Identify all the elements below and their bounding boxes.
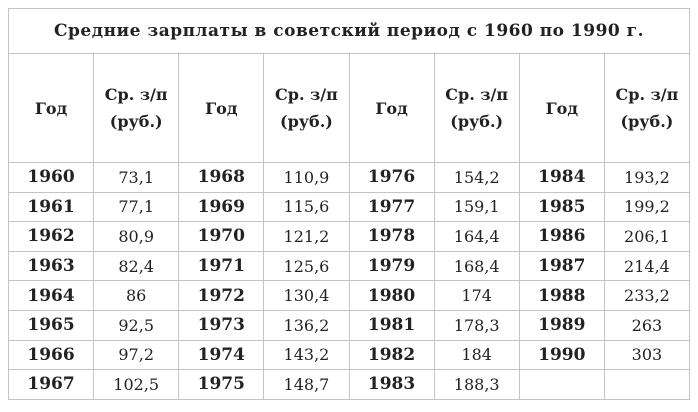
year-cell: 1975: [178, 369, 265, 400]
year-cell: 1972: [178, 280, 265, 311]
year-cell: 1982: [348, 339, 435, 371]
salary-cell: 77,1: [93, 191, 180, 223]
salary-cell: 206,1: [603, 221, 691, 252]
year-cell: 1984: [518, 162, 605, 193]
salary-header: Ср. з/п (руб.): [433, 53, 520, 163]
salary-cell: 97,2: [93, 339, 180, 371]
year-cell: 1962: [7, 221, 95, 252]
salary-cell: 130,4: [263, 280, 350, 311]
salary-cell: 143,2: [263, 339, 350, 371]
year-cell: 1965: [7, 309, 95, 341]
data-row: 1963 82,4 1971 125,6 1979 168,4 1987 214,4: [7, 250, 691, 282]
year-cell: 1989: [518, 309, 605, 341]
data-row: 1966 97,2 1974 143,2 1982 184 1990 303: [7, 339, 691, 371]
data-row: 1960 73,1 1968 110,9 1976 154,2 1984 193,2: [7, 162, 691, 193]
salary-cell: 121,2: [263, 221, 350, 252]
year-cell: 1988: [518, 280, 605, 311]
year-cell: 1990: [518, 339, 605, 371]
year-cell: 1985: [518, 191, 605, 223]
salary-header: Ср. з/п (руб.): [93, 53, 180, 163]
salary-cell: 303: [603, 339, 691, 371]
salary-cell: 174: [433, 280, 520, 311]
year-cell: 1981: [348, 309, 435, 341]
year-cell: 1963: [7, 250, 95, 282]
year-cell: 1978: [348, 221, 435, 252]
year-cell: 1968: [178, 162, 265, 193]
year-cell: 1983: [348, 369, 435, 400]
year-cell: 1979: [348, 250, 435, 282]
salary-cell: 80,9: [93, 221, 180, 252]
data-row: 1961 77,1 1969 115,6 1977 159,1 1985 199,2: [7, 191, 691, 223]
year-cell: 1980: [348, 280, 435, 311]
year-header: Год: [348, 53, 435, 163]
salary-cell: 233,2: [603, 280, 691, 311]
data-row: 1965 92,5 1973 136,2 1981 178,3 1989 263: [7, 309, 691, 341]
data-row: 1964 86 1972 130,4 1980 174 1988 233,2: [7, 280, 691, 311]
salary-cell: 102,5: [93, 369, 180, 400]
salary-cell: 73,1: [93, 162, 180, 193]
year-header: Год: [178, 53, 265, 163]
salary-cell: 82,4: [93, 250, 180, 282]
year-cell: 1971: [178, 250, 265, 282]
year-cell: 1969: [178, 191, 265, 223]
salary-cell: 178,3: [433, 309, 520, 341]
table-title: Средние зарплаты в советский период с 19…: [8, 8, 690, 54]
salary-cell: 125,6: [263, 250, 350, 282]
year-cell: 1987: [518, 250, 605, 282]
salary-cell: 193,2: [603, 162, 691, 193]
salary-table: Средние зарплаты в советский период с 19…: [7, 8, 691, 400]
year-header: Год: [518, 53, 605, 163]
salary-cell: 188,3: [433, 369, 520, 400]
salary-cell: 263: [603, 309, 691, 341]
salary-cell: 86: [93, 280, 180, 311]
year-cell: 1977: [348, 191, 435, 223]
year-cell: 1976: [348, 162, 435, 193]
salary-cell: 148,7: [263, 369, 350, 400]
salary-cell: 159,1: [433, 191, 520, 223]
empty-cell: [603, 369, 691, 400]
data-row: 1962 80,9 1970 121,2 1978 164,4 1986 206,1: [7, 221, 691, 252]
table-wrapper: Средние зарплаты в советский период с 19…: [7, 8, 691, 400]
data-row: 1967 102,5 1975 148,7 1983 188,3: [7, 369, 691, 400]
year-cell: 1964: [7, 280, 95, 311]
salary-cell: 184: [433, 339, 520, 371]
salary-cell: 92,5: [93, 309, 180, 341]
year-cell: 1973: [178, 309, 265, 341]
year-cell: 1986: [518, 221, 605, 252]
salary-cell: 154,2: [433, 162, 520, 193]
year-cell: 1967: [7, 369, 95, 400]
header-row: Год Ср. з/п (руб.) Год Ср. з/п (руб.) Год Ср.…: [7, 53, 691, 163]
salary-cell: 168,4: [433, 250, 520, 282]
empty-cell: [518, 369, 605, 400]
year-cell: 1961: [7, 191, 95, 223]
salary-cell: 214,4: [603, 250, 691, 282]
salary-cell: 136,2: [263, 309, 350, 341]
year-cell: 1960: [7, 162, 95, 193]
year-cell: 1966: [7, 339, 95, 371]
year-header: Год: [7, 53, 95, 163]
salary-cell: 110,9: [263, 162, 350, 193]
year-cell: 1970: [178, 221, 265, 252]
salary-header: Ср. з/п (руб.): [263, 53, 350, 163]
salary-header: Ср. з/п (руб.): [603, 53, 691, 163]
year-cell: 1974: [178, 339, 265, 371]
salary-cell: 164,4: [433, 221, 520, 252]
salary-cell: 199,2: [603, 191, 691, 223]
salary-cell: 115,6: [263, 191, 350, 223]
